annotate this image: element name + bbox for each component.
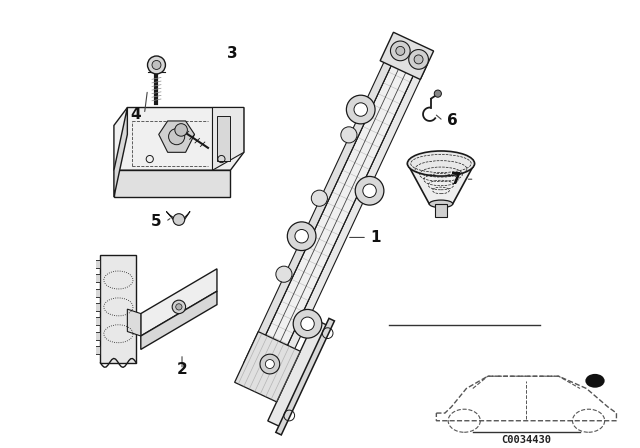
Circle shape: [148, 56, 166, 74]
Circle shape: [175, 124, 188, 136]
Polygon shape: [235, 332, 300, 402]
Polygon shape: [100, 255, 136, 363]
Polygon shape: [94, 260, 100, 268]
Circle shape: [173, 214, 185, 225]
Polygon shape: [243, 47, 399, 367]
Polygon shape: [94, 317, 100, 325]
Circle shape: [301, 317, 314, 331]
Polygon shape: [273, 60, 428, 380]
Polygon shape: [212, 108, 244, 170]
Text: 6: 6: [447, 113, 458, 129]
Polygon shape: [114, 108, 127, 197]
Polygon shape: [276, 319, 335, 435]
Polygon shape: [380, 32, 434, 79]
Ellipse shape: [429, 200, 452, 207]
Circle shape: [266, 360, 275, 369]
Circle shape: [311, 190, 328, 206]
Circle shape: [435, 90, 442, 97]
Polygon shape: [141, 269, 217, 336]
Circle shape: [172, 300, 186, 314]
Circle shape: [586, 374, 605, 388]
Circle shape: [414, 55, 423, 64]
Circle shape: [355, 177, 384, 205]
Text: 1: 1: [371, 230, 381, 245]
Polygon shape: [114, 170, 230, 197]
Ellipse shape: [408, 151, 475, 176]
Circle shape: [363, 184, 376, 198]
Polygon shape: [94, 346, 100, 354]
Circle shape: [152, 60, 161, 69]
Text: 2: 2: [177, 362, 188, 377]
Polygon shape: [268, 319, 328, 427]
Polygon shape: [185, 211, 190, 220]
Circle shape: [409, 50, 428, 69]
Polygon shape: [141, 291, 217, 349]
Text: 4: 4: [130, 107, 141, 122]
Polygon shape: [94, 274, 100, 282]
Circle shape: [354, 103, 367, 116]
Text: C0034430: C0034430: [501, 435, 552, 444]
Polygon shape: [94, 303, 100, 311]
Polygon shape: [159, 121, 195, 152]
Circle shape: [390, 41, 410, 61]
Polygon shape: [166, 211, 173, 220]
Circle shape: [295, 229, 308, 243]
Circle shape: [168, 129, 185, 145]
Circle shape: [276, 266, 292, 282]
Text: 7: 7: [451, 172, 462, 187]
Circle shape: [341, 127, 357, 143]
Polygon shape: [435, 204, 447, 217]
Circle shape: [396, 47, 404, 56]
Text: 5: 5: [151, 214, 162, 229]
Polygon shape: [114, 108, 244, 170]
Polygon shape: [408, 164, 475, 204]
Circle shape: [293, 310, 322, 338]
Circle shape: [176, 304, 182, 310]
Polygon shape: [217, 116, 230, 161]
Polygon shape: [251, 50, 420, 377]
Circle shape: [346, 95, 375, 124]
Text: 3: 3: [227, 46, 238, 61]
Polygon shape: [94, 332, 100, 340]
Polygon shape: [127, 309, 141, 336]
Polygon shape: [94, 289, 100, 297]
Circle shape: [260, 354, 280, 374]
Circle shape: [287, 222, 316, 250]
